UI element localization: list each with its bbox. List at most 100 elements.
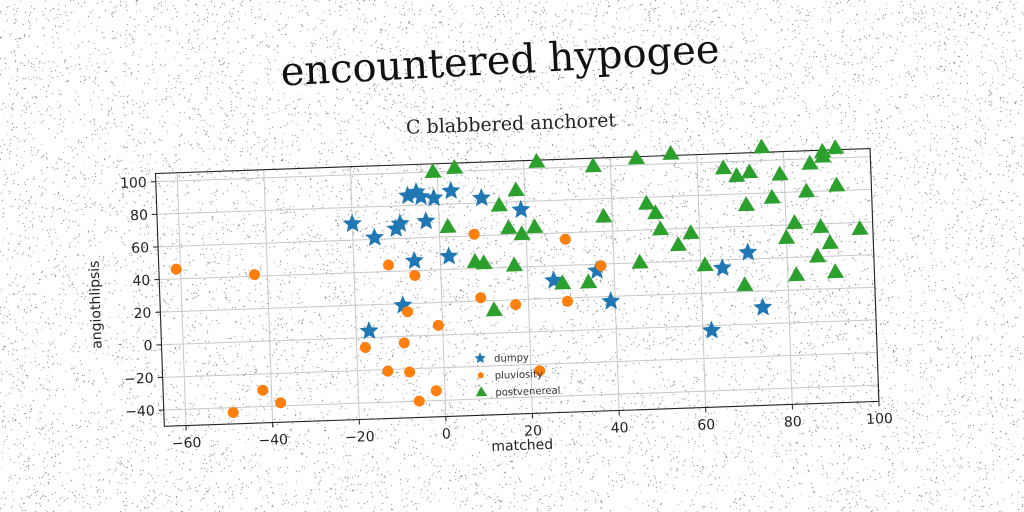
pluviosity-point: [413, 395, 425, 407]
pluviosity-point: [432, 319, 444, 331]
dumpy-point: [390, 213, 410, 233]
postvenereal-point: [638, 194, 656, 210]
postvenereal-point: [809, 247, 827, 263]
y-axis-label: angiothlipsis: [87, 260, 106, 349]
dumpy-point: [411, 186, 431, 206]
dumpy-point: [416, 211, 436, 230]
dumpy-point: [342, 213, 362, 233]
postvenereal-point: [475, 254, 493, 270]
y-grid-line: [161, 319, 877, 346]
postvenereal-point: [507, 181, 525, 197]
postvenereal-point: [801, 154, 819, 170]
dumpy-point: [587, 260, 607, 280]
pluviosity-point: [227, 407, 239, 419]
legend-label: pluviosity: [495, 369, 544, 382]
pluviosity-point: [404, 366, 416, 378]
dumpy-point: [398, 185, 418, 205]
postvenereal-point: [714, 159, 733, 175]
postvenereal-point: [827, 263, 845, 279]
postvenereal-point: [821, 234, 839, 250]
x-grid-line: [609, 157, 620, 411]
postvenereal-point: [771, 165, 789, 181]
postvenereal-point: [554, 274, 572, 290]
y-tick-label: 80: [130, 208, 148, 225]
pluviosity-point: [468, 228, 480, 240]
x-tick-labels: −60 −40 −20 0 20 40 60 80 100: [172, 411, 894, 452]
postvenereal-point: [696, 256, 714, 272]
x-tick-label: 60: [697, 417, 715, 434]
pluviosity-point: [383, 259, 395, 271]
postvenereal-point: [812, 218, 830, 234]
postvenereal-point: [526, 218, 544, 234]
dumpy-point: [702, 320, 722, 339]
postvenereal-point: [753, 138, 771, 154]
pluviosity-point: [359, 341, 371, 353]
pluviosity-point: [409, 270, 421, 282]
pluviosity-point: [401, 306, 413, 318]
x-grid-line: [523, 160, 533, 414]
postvenereal-point: [513, 225, 531, 241]
plot-frame: [154, 147, 880, 427]
y-tick-label: −40: [125, 403, 155, 420]
dumpy-point: [364, 227, 384, 247]
axes-group: C blabbered anchoret −60 −40 −20 0 20 40 60 80 1…: [87, 109, 894, 455]
grid-lines: [150, 148, 880, 431]
pluviosity-point: [398, 337, 410, 349]
postvenereal-point: [652, 220, 670, 236]
postvenereal-point: [439, 217, 457, 234]
y-tick-label: 100: [120, 175, 147, 192]
dumpy-point: [712, 258, 732, 277]
postvenereal-point: [485, 301, 503, 317]
postvenereal-point: [798, 182, 816, 198]
dumpy-point: [441, 180, 461, 200]
data-points: [170, 138, 869, 419]
pluviosity-point: [510, 299, 522, 311]
postvenereal-point: [814, 147, 832, 163]
dumpy-point: [424, 188, 444, 207]
dumpy-point: [753, 297, 773, 316]
pluviosity-point: [257, 384, 269, 396]
pluviosity-point: [562, 295, 574, 307]
legend-marker-dumpy: [474, 352, 486, 364]
y-tick-label: −20: [124, 371, 154, 388]
postvenereal-point: [788, 266, 806, 282]
postvenereal-point: [584, 157, 602, 173]
postvenereal-point: [828, 176, 846, 192]
postvenereal-point: [827, 139, 845, 155]
legend-label: postvenereal: [495, 386, 560, 399]
pluviosity-point: [430, 385, 442, 397]
dumpy-point: [601, 291, 621, 310]
postvenereal-point: [595, 207, 613, 223]
postvenereal-point: [736, 276, 754, 292]
x-grid-line: [349, 166, 360, 420]
chart-title: C blabbered anchoret: [406, 109, 617, 138]
postvenereal-point: [741, 163, 759, 179]
y-grid-line: [156, 188, 872, 215]
postvenereal-point: [647, 204, 665, 220]
y-grid-line: [162, 351, 878, 378]
postvenereal-point: [763, 188, 781, 204]
dumpy-point: [511, 199, 531, 219]
dumpy-point: [439, 246, 459, 265]
pluviosity-point: [534, 365, 546, 377]
postvenereal-point: [662, 144, 680, 161]
legend-marker-pluviosity: [477, 372, 484, 379]
series-pluviosity: [170, 228, 607, 419]
x-tick-label: 100: [866, 411, 893, 428]
x-grid-line: [263, 169, 274, 423]
y-tick-label: 60: [131, 240, 149, 257]
postvenereal-point: [424, 162, 442, 179]
legend-marker-postvenereal: [475, 386, 488, 397]
postvenereal-point: [682, 224, 700, 240]
postvenereal-point: [580, 273, 598, 289]
postvenereal-point: [851, 219, 869, 236]
pluviosity-point: [382, 365, 394, 377]
x-tick-label: 20: [524, 423, 542, 440]
postvenereal-point: [505, 256, 524, 272]
y-grid-line: [155, 156, 871, 183]
postvenereal-point: [631, 253, 649, 269]
postvenereal-point: [500, 219, 518, 235]
x-tick-label: 0: [442, 426, 451, 442]
x-tick-label: 40: [610, 420, 628, 437]
